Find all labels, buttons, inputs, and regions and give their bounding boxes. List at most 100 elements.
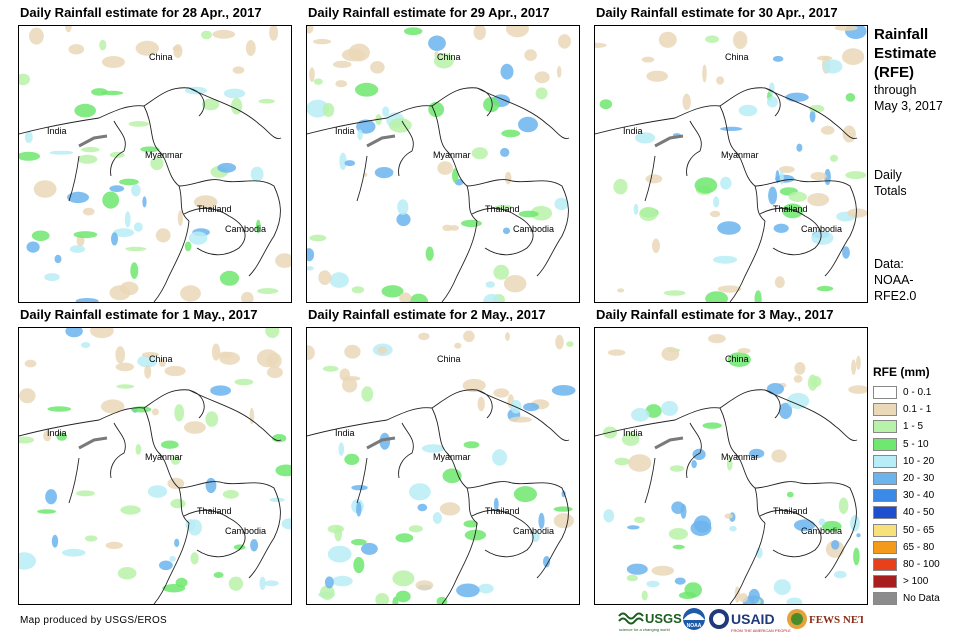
- rain-blob: [375, 593, 390, 604]
- country-label-myanmar: Myanmar: [145, 452, 183, 462]
- rain-blob: [234, 378, 254, 386]
- rain-blob: [749, 448, 765, 459]
- rain-blob: [437, 161, 453, 175]
- rain-blob: [518, 210, 539, 218]
- legend-swatch: [873, 403, 897, 417]
- country-label-china: China: [725, 52, 749, 62]
- rain-blob: [530, 205, 553, 221]
- rain-blob: [332, 575, 353, 587]
- rain-blob: [77, 154, 98, 164]
- rain-blob: [137, 355, 158, 368]
- rain-blob: [351, 538, 367, 546]
- rain-blob: [399, 292, 412, 302]
- rain-blob: [645, 404, 662, 418]
- panel-title: Daily Rainfall estimate for 1 May., 2017: [20, 307, 258, 322]
- rain-blob: [19, 388, 36, 404]
- noaa-logo: NOAA: [683, 608, 705, 630]
- rain-blob: [555, 334, 564, 350]
- country-borders: [307, 389, 570, 604]
- rain-blob: [258, 98, 275, 104]
- legend-swatch: [873, 592, 897, 606]
- rain-blob: [147, 485, 168, 498]
- rain-blob: [456, 583, 480, 598]
- legend-label: 0.1 - 1: [903, 404, 932, 416]
- rain-blob: [726, 456, 733, 471]
- rain-blob: [463, 520, 479, 528]
- rain-blob: [170, 455, 181, 465]
- rain-blob: [335, 80, 347, 88]
- rain-blob: [856, 533, 861, 538]
- rain-blob: [433, 53, 454, 69]
- rain-blob: [658, 31, 677, 48]
- border-line: [143, 407, 190, 524]
- daily-text: Daily: [874, 168, 902, 182]
- rain-blob: [169, 555, 176, 562]
- legend-item: 1 - 5: [873, 418, 965, 435]
- border-line: [466, 481, 569, 579]
- rain-blob: [717, 221, 741, 235]
- rain-blob: [442, 224, 453, 231]
- rain-blob: [452, 168, 459, 183]
- map-credit: Map produced by USGS/EROS: [20, 615, 168, 626]
- border-line: [686, 422, 702, 479]
- rain-blob: [91, 88, 108, 96]
- rain-blob: [309, 234, 327, 242]
- rain-blob: [241, 291, 254, 302]
- rainfall-areas: [307, 26, 571, 302]
- rain-blob: [692, 448, 706, 461]
- rain-blob: [720, 126, 743, 131]
- rain-blob: [231, 97, 243, 115]
- legend-label: 5 - 10: [903, 438, 929, 450]
- rain-blob: [228, 576, 244, 591]
- rain-blob: [120, 505, 141, 515]
- rain-blob: [531, 530, 540, 542]
- rain-blob: [462, 378, 486, 393]
- rain-blob: [816, 285, 834, 292]
- country-label-thailand: Thailand: [773, 506, 808, 516]
- rain-blob: [24, 359, 37, 368]
- rain-blob: [621, 432, 640, 446]
- rain-blob: [460, 219, 482, 228]
- rain-blob: [65, 328, 83, 338]
- usgs-logo: USGS science for a changing world: [618, 611, 682, 632]
- rain-blob: [170, 498, 186, 509]
- rain-blob: [111, 232, 118, 246]
- rain-blob: [105, 541, 124, 549]
- rainfall-map: China India Myanmar Thailand Cambodia: [594, 327, 868, 605]
- rain-blob: [838, 497, 849, 515]
- rain-blob: [119, 178, 139, 186]
- rain-blob: [357, 129, 363, 141]
- legend-item: > 100: [873, 573, 965, 590]
- rain-blob: [500, 63, 514, 80]
- rain-blob: [265, 328, 280, 338]
- rain-blob: [193, 195, 218, 210]
- rain-blob: [250, 166, 264, 182]
- rfe-legend: RFE (mm) 0 - 0.1 0.1 - 1 1 - 5 5 - 10 10 - 2…: [873, 365, 965, 607]
- rainfall-map: China India Myanmar Thailand Cambodia: [306, 25, 580, 303]
- border-line: [476, 389, 570, 441]
- country-label-cambodia: Cambodia: [801, 224, 842, 234]
- legend-swatch: [873, 540, 897, 554]
- usgs-text: USGS: [645, 611, 682, 626]
- rain-blob: [668, 528, 688, 540]
- rain-blob: [705, 291, 728, 302]
- rain-blob: [779, 170, 784, 185]
- rain-blob: [307, 248, 315, 262]
- rain-blob: [319, 585, 335, 600]
- border-line: [188, 87, 282, 139]
- rain-blob: [831, 540, 840, 550]
- rain-blob: [599, 99, 613, 110]
- border-line: [644, 457, 656, 504]
- border-line: [759, 207, 822, 256]
- rain-blob: [29, 27, 44, 45]
- rain-blob: [51, 534, 59, 548]
- rainfall-map: China India Myanmar Thailand Cambodia: [18, 25, 292, 303]
- rain-blob: [684, 582, 702, 598]
- rain-blob: [307, 26, 314, 34]
- through-date: May 3, 2017: [874, 99, 943, 113]
- rain-blob: [124, 211, 131, 228]
- legend-swatch: [873, 420, 897, 434]
- rain-blob: [45, 489, 57, 505]
- rain-blob: [417, 503, 428, 512]
- no-data-strip: [366, 134, 396, 148]
